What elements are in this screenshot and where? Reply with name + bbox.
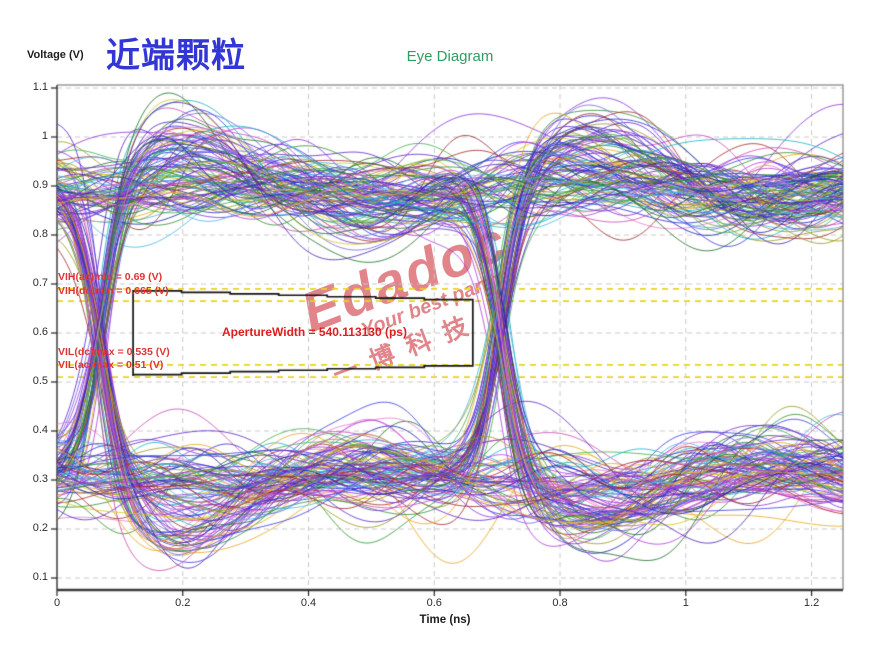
threshold-label-vih-dc-min: VIH(dc)min = 0.665 (V): [58, 285, 169, 297]
x-tick-label: 0: [53, 597, 61, 609]
y-tick-label: 0.5: [32, 375, 48, 387]
x-tick-label: 0.8: [552, 597, 568, 609]
x-tick-label: 1: [682, 597, 689, 609]
threshold-label-vil-ac-max: VIL(ac)max = 0.51 (V): [58, 359, 164, 371]
y-tick-label: 0.6: [32, 326, 48, 338]
eye-diagram-canvas: [45, 78, 851, 600]
x-tick-label: 0.2: [175, 597, 191, 609]
x-tick-label: 0.6: [426, 597, 442, 609]
y-axis-title: Voltage (V): [27, 49, 84, 61]
x-axis-title: Time (ns): [419, 614, 471, 626]
y-tick-label: 0.3: [32, 473, 48, 485]
x-tick-label: 0.4: [300, 597, 317, 609]
y-tick-label: 1.1: [32, 81, 48, 93]
y-tick-label: 0.9: [32, 179, 48, 191]
chart-title: Eye Diagram: [406, 48, 494, 65]
y-tick-label: 0.7: [32, 277, 48, 289]
y-tick-label: 0.2: [32, 522, 48, 534]
x-tick-label: 1.2: [803, 597, 820, 609]
y-tick-label: 0.4: [32, 424, 48, 436]
page-title: 近端颗粒: [106, 37, 246, 75]
y-tick-label: 1: [41, 130, 48, 142]
aperture-width-label: ApertureWidth = 540.113130 (ps): [222, 325, 407, 339]
threshold-label-vih-ac-min: VIH(ac)min = 0.69 (V): [58, 271, 163, 283]
threshold-label-vil-dc-max: VIL(dc)max = 0.535 (V): [58, 346, 170, 358]
y-tick-label: 0.1: [32, 571, 48, 583]
y-tick-label: 0.8: [32, 228, 48, 240]
